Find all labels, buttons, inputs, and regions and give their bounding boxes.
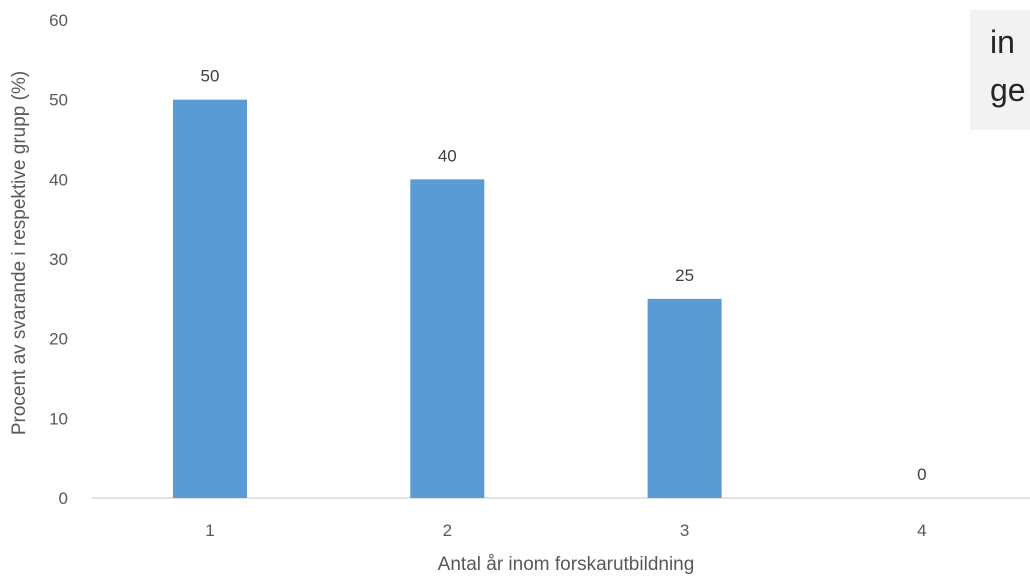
bar bbox=[647, 298, 722, 498]
data-label: 25 bbox=[675, 266, 694, 285]
y-tick-label: 30 bbox=[49, 250, 68, 269]
x-tick-label: 3 bbox=[680, 521, 689, 540]
data-label: 40 bbox=[438, 146, 457, 165]
callout-line-1: in bbox=[990, 24, 1015, 60]
y-tick-label: 10 bbox=[49, 409, 68, 428]
bars: 50 40 25 0 bbox=[173, 67, 927, 499]
y-tick-label: 50 bbox=[49, 91, 68, 110]
bar bbox=[410, 179, 485, 499]
x-tick-label: 1 bbox=[205, 521, 214, 540]
callout-line-2: ge bbox=[990, 72, 1026, 108]
y-tick-label: 0 bbox=[59, 489, 68, 508]
x-axis-ticks: 1 2 3 4 bbox=[205, 521, 926, 540]
data-label: 50 bbox=[201, 67, 220, 86]
bar bbox=[173, 99, 247, 499]
y-axis-ticks: 0 10 20 30 40 50 60 bbox=[49, 11, 68, 508]
y-axis-title: Procent av svarande i respektive grupp (… bbox=[9, 71, 30, 435]
y-tick-label: 40 bbox=[49, 170, 68, 189]
x-axis-title: Antal år inom forskarutbildning bbox=[438, 554, 695, 575]
x-tick-label: 4 bbox=[917, 521, 926, 540]
y-tick-label: 20 bbox=[49, 330, 68, 349]
y-tick-label: 60 bbox=[49, 11, 68, 30]
data-label: 0 bbox=[917, 465, 926, 484]
text-callout-box: in ge bbox=[970, 10, 1030, 130]
x-tick-label: 2 bbox=[443, 521, 452, 540]
